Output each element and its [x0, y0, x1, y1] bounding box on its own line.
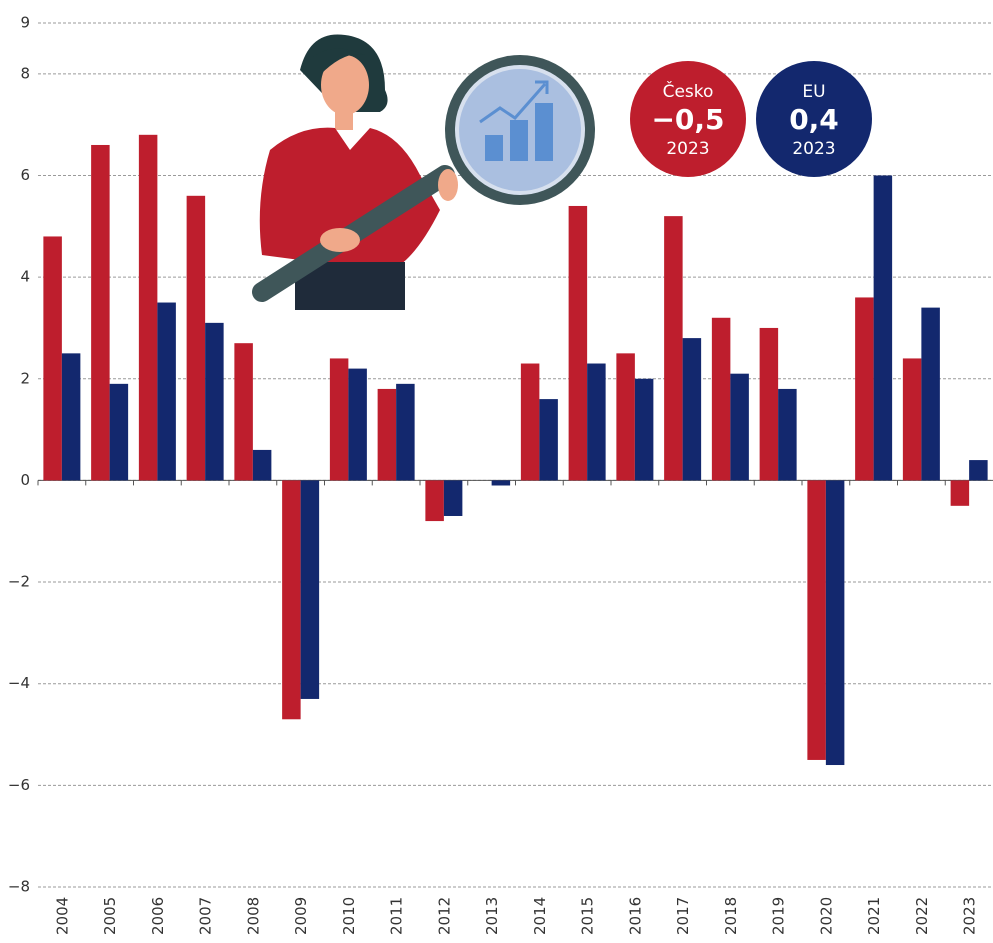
y-tick-label: 9: [20, 14, 30, 32]
bar: [396, 383, 415, 481]
callout-name: Česko: [663, 80, 714, 102]
bar: [825, 480, 845, 766]
x-tick-label: 2015: [579, 897, 597, 935]
bar: [43, 236, 62, 481]
y-tick-label: −4: [8, 674, 30, 692]
bar: [778, 388, 797, 481]
bar: [443, 480, 463, 516]
x-tick-label: 2009: [292, 897, 310, 935]
callout-eu: EU 0,4 2023: [756, 61, 872, 177]
x-tick-label: 2021: [865, 897, 883, 935]
x-tick-label: 2006: [149, 897, 167, 935]
bar: [902, 358, 922, 481]
bar: [491, 480, 511, 486]
callout-year: 2023: [792, 139, 835, 159]
bar: [157, 302, 176, 481]
bar: [759, 327, 779, 481]
bar: [568, 205, 588, 481]
illustration: [252, 34, 595, 310]
bar: [634, 378, 654, 481]
bar: [109, 383, 129, 481]
bar: [138, 134, 158, 481]
bar: [873, 175, 893, 481]
x-tick-label: 2022: [913, 897, 931, 935]
bar: [730, 373, 749, 481]
bar: [855, 297, 874, 481]
y-tick-label: −8: [8, 878, 30, 896]
y-tick-label: −6: [8, 776, 30, 794]
bar: [807, 480, 826, 760]
x-tick-label: 2013: [483, 897, 501, 935]
x-tick-label: 2020: [817, 897, 835, 935]
x-tick-label: 2018: [722, 897, 740, 935]
x-tick-label: 2023: [961, 897, 979, 935]
callout-year: 2023: [666, 139, 709, 159]
bar: [300, 480, 320, 699]
bar: [539, 399, 558, 481]
bar: [61, 353, 81, 481]
bar: [91, 144, 110, 481]
x-tick-label: 2014: [531, 897, 549, 935]
y-tick-label: −2: [8, 573, 30, 591]
bar: [682, 338, 702, 481]
bar: [205, 322, 224, 481]
bar: [664, 216, 683, 481]
y-tick-label: 8: [20, 64, 30, 82]
bar: [921, 307, 940, 481]
x-tick-label: 2007: [197, 897, 215, 935]
y-tick-label: 6: [20, 166, 30, 184]
x-tick-label: 2019: [770, 897, 788, 935]
bar: [711, 317, 731, 481]
bar: [234, 343, 253, 481]
bar: [252, 449, 272, 481]
y-tick-label: 2: [20, 369, 30, 387]
y-tick-label: 4: [20, 268, 30, 286]
bar: [520, 363, 540, 481]
x-tick-label: 2004: [53, 897, 71, 935]
callout-circle: [630, 61, 746, 177]
callout-value: 0,4: [789, 103, 839, 136]
callout-name: EU: [802, 82, 825, 102]
bar: [969, 460, 988, 481]
x-tick-label: 2005: [101, 897, 119, 935]
x-tick-label: 2008: [244, 897, 262, 935]
x-tick-label: 2011: [388, 897, 406, 935]
callout-cesko: Česko −0,5 2023: [630, 61, 746, 177]
bar: [329, 358, 349, 481]
bar: [348, 368, 367, 481]
y-tick-label: 0: [20, 471, 30, 489]
bar: [425, 480, 444, 522]
bar: [377, 388, 397, 481]
bar: [186, 195, 206, 481]
bar: [950, 480, 970, 506]
callout-circle: [756, 61, 872, 177]
x-tick-label: 2016: [626, 897, 644, 935]
x-tick-label: 2012: [435, 897, 453, 935]
x-tick-label: 2017: [674, 897, 692, 935]
bar: [616, 353, 635, 481]
callout-value: −0,5: [651, 103, 724, 136]
bar: [282, 480, 301, 720]
x-tick-label: 2010: [340, 897, 358, 935]
bar: [587, 363, 606, 481]
